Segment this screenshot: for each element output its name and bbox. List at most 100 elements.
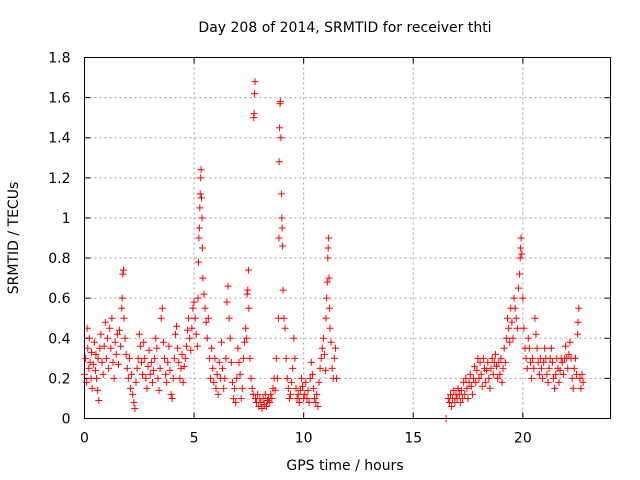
data-point [110, 374, 118, 382]
data-point [279, 242, 287, 250]
data-point [493, 362, 501, 370]
data-point [478, 382, 486, 390]
data-point [96, 344, 104, 352]
data-point [232, 398, 240, 406]
data-point [118, 294, 126, 302]
data-point [231, 384, 239, 392]
data-point [90, 338, 98, 346]
data-point [244, 286, 252, 294]
data-point [530, 364, 538, 372]
data-point [471, 362, 479, 370]
data-point [102, 354, 110, 362]
data-point [136, 342, 144, 350]
data-point [200, 290, 208, 298]
data-point [82, 354, 90, 362]
data-point [88, 384, 96, 392]
data-point [254, 390, 262, 398]
data-point [288, 378, 296, 386]
data-point [130, 398, 138, 406]
data-point [157, 314, 165, 322]
data-point [212, 384, 220, 392]
y-tick-label: 0.2 [48, 371, 70, 387]
data-point [484, 358, 492, 366]
data-point [144, 362, 152, 370]
data-point [181, 354, 189, 362]
data-point [242, 324, 250, 332]
data-point [195, 234, 203, 242]
data-point [91, 366, 99, 374]
data-point [482, 378, 490, 386]
data-point [152, 334, 160, 342]
data-point [527, 358, 535, 366]
data-point [483, 366, 491, 374]
data-point [535, 370, 543, 378]
data-point [125, 354, 133, 362]
data-point [133, 364, 141, 372]
data-point [111, 338, 119, 346]
data-point [311, 394, 319, 402]
y-tick-labels: 0 0.2 0.4 0.6 0.8 1 1.2 1.4 1.6 1.8 [48, 51, 70, 428]
data-point [291, 354, 299, 362]
data-point [518, 250, 526, 258]
data-point [180, 362, 188, 370]
data-point [318, 344, 326, 352]
data-point [262, 402, 270, 410]
data-point [267, 390, 275, 398]
data-point [167, 390, 175, 398]
data-point [307, 358, 315, 366]
data-point [275, 234, 283, 242]
data-point [287, 390, 295, 398]
data-point [105, 364, 113, 372]
data-point [159, 338, 167, 346]
data-point [322, 314, 330, 322]
data-point [324, 244, 332, 252]
data-point [569, 384, 577, 392]
data-point [466, 370, 474, 378]
data-point [574, 330, 582, 338]
data-point [476, 358, 484, 366]
data-point [293, 394, 301, 402]
data-point [463, 384, 471, 392]
data-point [566, 338, 574, 346]
data-point [479, 354, 487, 362]
data-point [147, 358, 155, 366]
data-point [541, 344, 549, 352]
data-point [124, 374, 132, 382]
y-tick-label: 1.2 [48, 171, 70, 187]
data-point [139, 370, 147, 378]
data-point [294, 390, 302, 398]
data-point [545, 364, 553, 372]
data-point [517, 234, 525, 242]
data-point [511, 304, 519, 312]
data-point [456, 398, 464, 406]
data-point [509, 334, 517, 342]
data-point [450, 386, 458, 394]
data-point [158, 304, 166, 312]
data-point [100, 342, 108, 350]
data-point [194, 294, 202, 302]
data-point [155, 386, 163, 394]
data-point [283, 374, 291, 382]
data-point [548, 358, 556, 366]
data-point [123, 364, 131, 372]
data-point [508, 318, 516, 326]
data-point [576, 374, 584, 382]
data-point [198, 194, 206, 202]
data-point [89, 360, 97, 368]
data-point [278, 214, 286, 222]
data-point [299, 382, 307, 390]
data-point [194, 258, 202, 266]
data-point [556, 366, 564, 374]
data-point [247, 374, 255, 382]
data-point [235, 358, 243, 366]
data-point [191, 314, 199, 322]
data-point [531, 314, 539, 322]
data-point [182, 342, 190, 350]
data-point [121, 334, 129, 342]
data-point [547, 344, 555, 352]
data-point [516, 254, 524, 262]
y-tick-label: 0 [62, 412, 71, 428]
data-point [226, 334, 234, 342]
data-point [532, 330, 540, 338]
data-point [276, 124, 284, 132]
